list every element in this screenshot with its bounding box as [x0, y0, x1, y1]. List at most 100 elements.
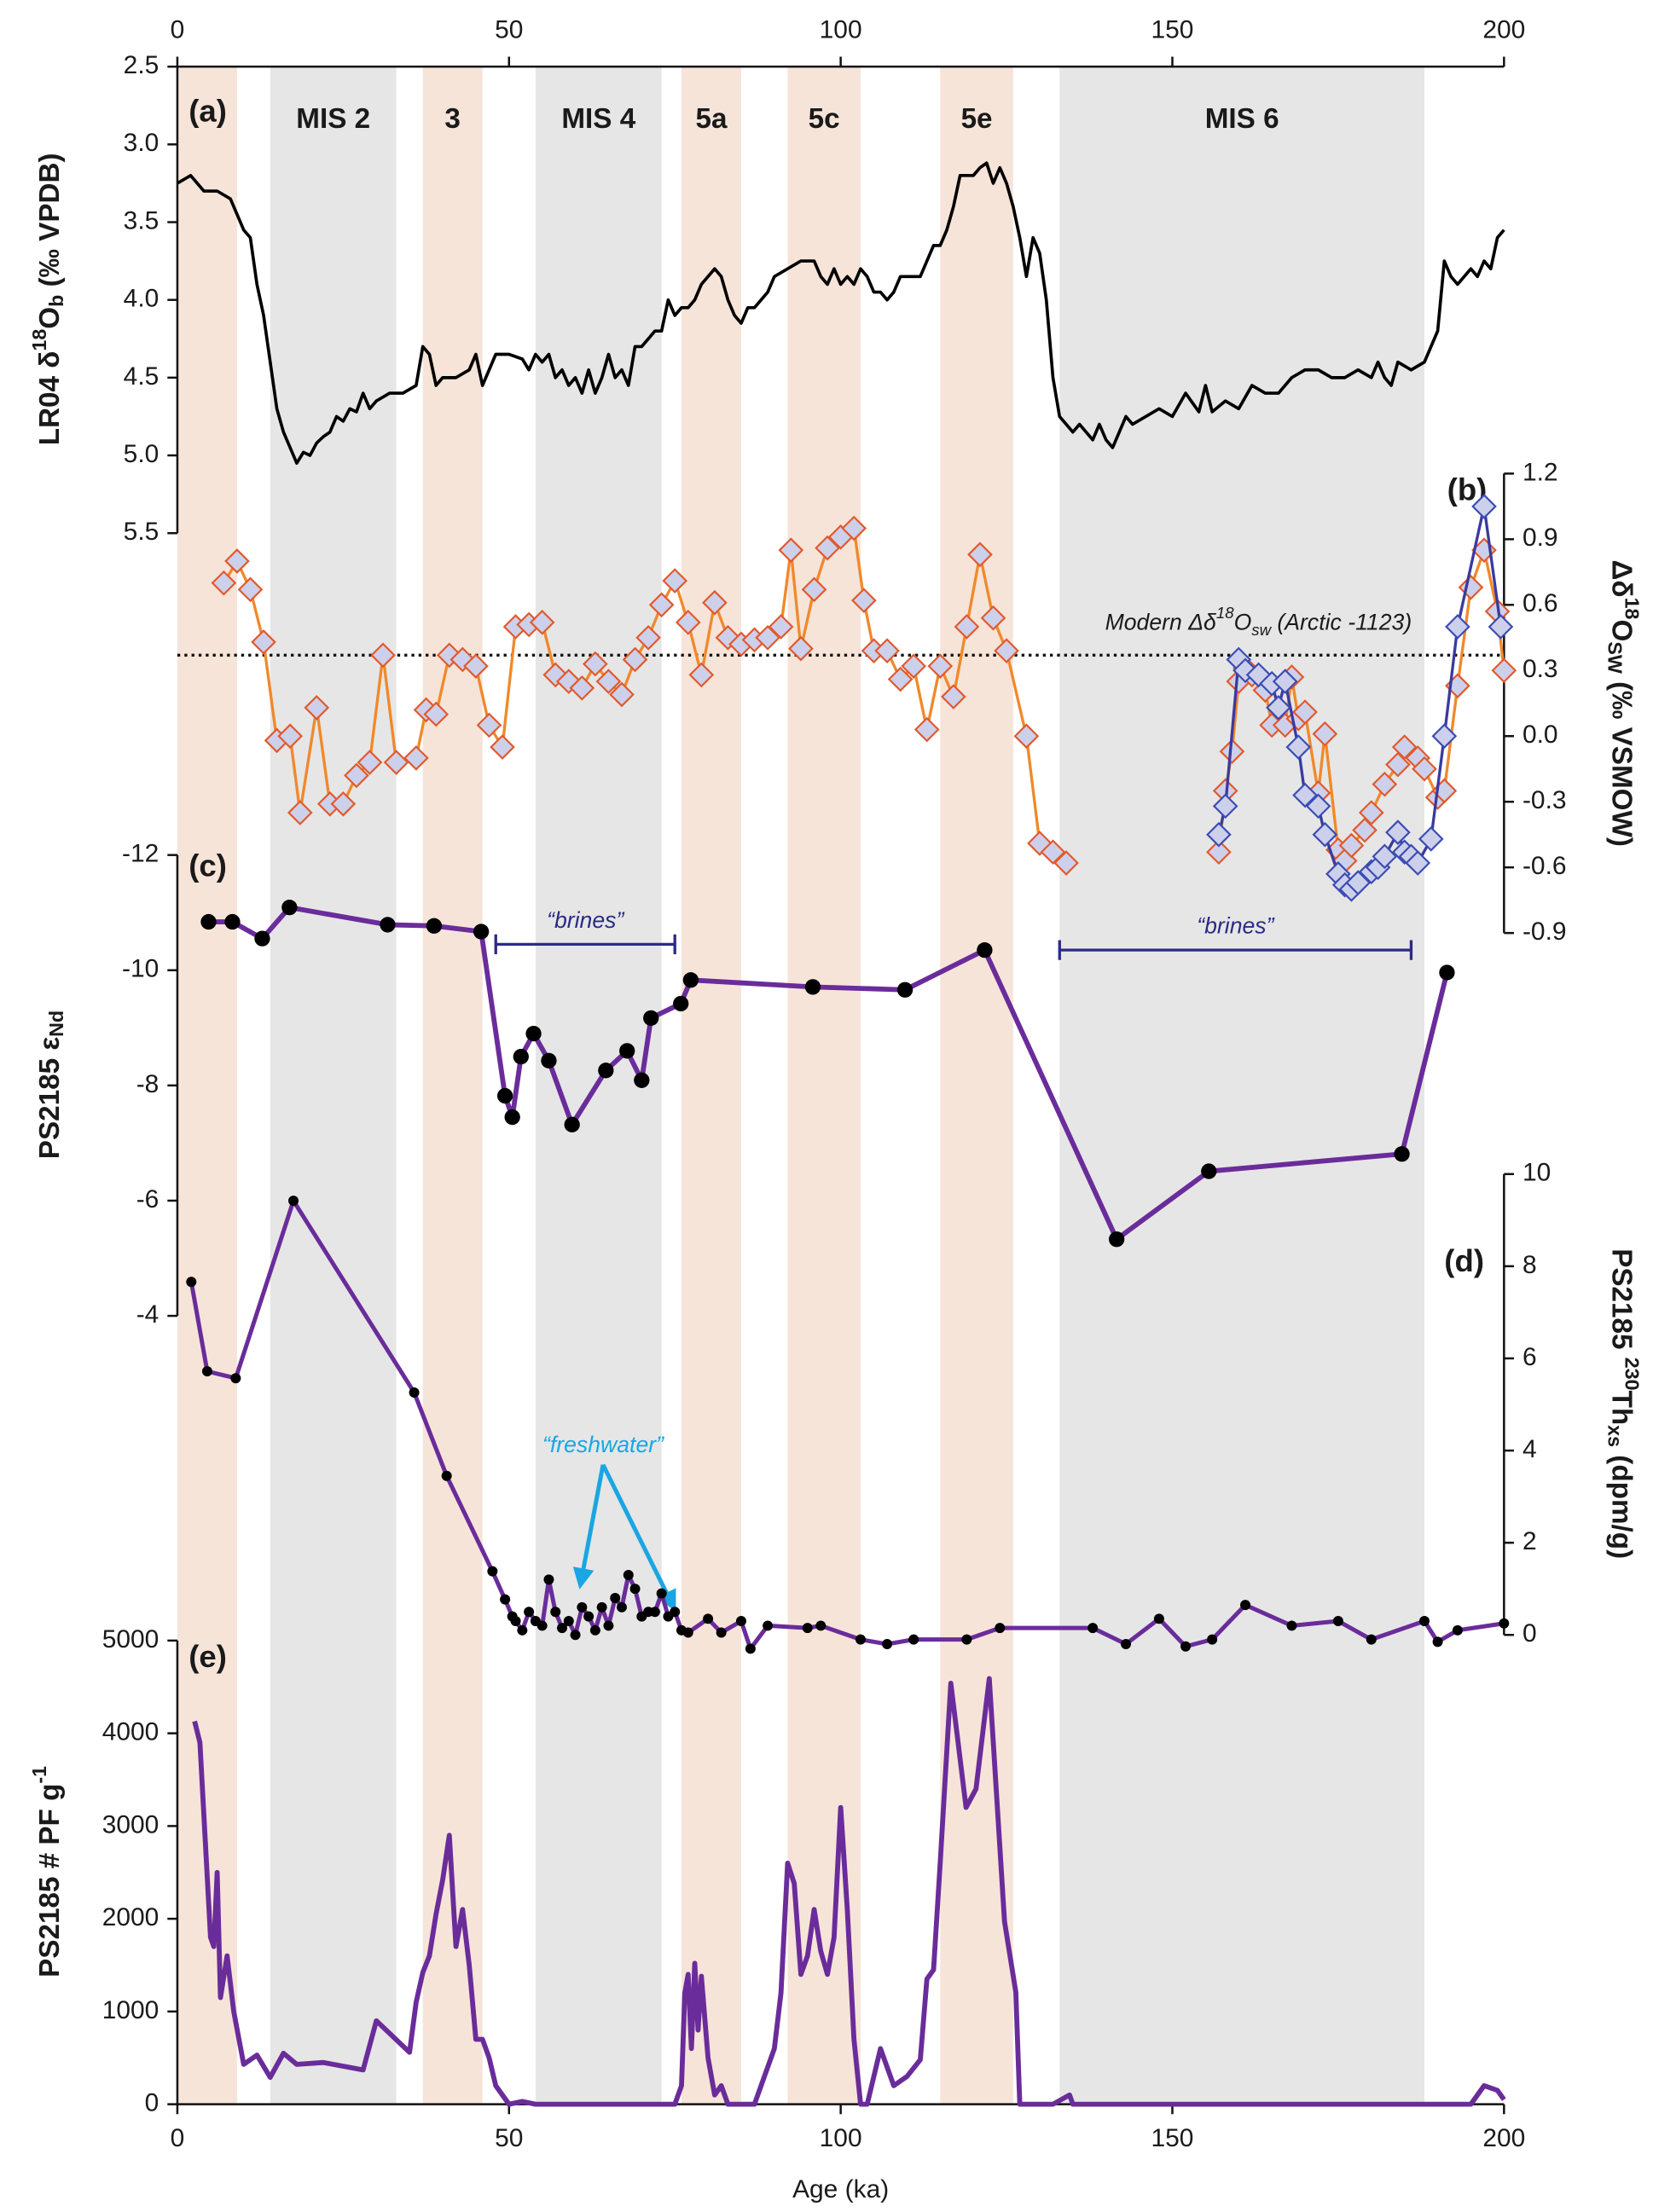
y-tick-label: 2.5 — [124, 51, 160, 79]
y-tick-label: 0 — [1522, 1619, 1537, 1647]
panel-label: (d) — [1444, 1243, 1484, 1278]
y-tick-label: 4.0 — [124, 285, 160, 313]
x-tick-label: 100 — [820, 15, 862, 43]
marker — [570, 1630, 581, 1641]
marker — [1419, 1616, 1430, 1627]
marker — [1458, 574, 1484, 600]
marker — [370, 642, 396, 669]
marker — [768, 614, 794, 640]
band-label: MIS 4 — [561, 103, 635, 135]
marker — [589, 1624, 600, 1636]
marker — [1385, 751, 1411, 778]
label-part: PS2185 # PF g — [34, 1784, 66, 1977]
marker — [1391, 734, 1418, 760]
marker — [1394, 1146, 1410, 1162]
marker — [1439, 964, 1455, 981]
x-tick-label: 0 — [171, 15, 185, 43]
marker — [596, 1601, 607, 1613]
marker — [994, 638, 1019, 664]
marker — [1292, 782, 1318, 808]
y-tick-label: 10 — [1522, 1159, 1551, 1187]
marker — [281, 900, 298, 916]
marker — [1153, 1613, 1164, 1624]
y-tick-label: 0 — [145, 2089, 160, 2117]
marker — [524, 1607, 535, 1618]
label-part: PS2185 — [1606, 1248, 1638, 1358]
marker — [1212, 793, 1238, 819]
y-tick-label: -0.6 — [1522, 852, 1567, 880]
marker — [882, 1639, 893, 1650]
y-tick-label: 1000 — [102, 1996, 160, 2024]
y-tick-label: 3.0 — [124, 129, 160, 157]
marker — [1452, 1624, 1463, 1636]
marker — [1338, 832, 1365, 859]
marker — [662, 568, 688, 594]
marker — [1488, 614, 1514, 640]
marker — [954, 614, 980, 640]
label-part: (‰ VPDB) — [34, 153, 66, 294]
marker — [688, 662, 715, 688]
marker — [1180, 1641, 1192, 1652]
marker — [577, 1601, 588, 1613]
marker — [995, 1623, 1006, 1634]
label-part: (Arctic -1123) — [1271, 610, 1412, 635]
marker — [682, 972, 699, 988]
marker — [1352, 817, 1378, 843]
marker — [557, 1623, 567, 1634]
y-tick-label: 2 — [1522, 1527, 1537, 1555]
marker — [211, 570, 237, 596]
marker — [855, 1634, 866, 1645]
y-tick-label: 8 — [1522, 1251, 1537, 1279]
y-tick-label: 2000 — [102, 1903, 160, 1931]
y-tick-label: 5000 — [102, 1625, 160, 1653]
axis-label: PS2185 230Thxs (dpm/g) — [1604, 1248, 1643, 1559]
marker — [598, 1063, 614, 1079]
annotation: “brines” — [547, 907, 624, 933]
marker — [980, 605, 1006, 631]
mis-band — [787, 67, 861, 2105]
marker — [623, 1569, 634, 1580]
label-part: -1 — [28, 1766, 50, 1784]
mis-band — [270, 67, 397, 2105]
marker — [380, 917, 396, 933]
marker — [927, 653, 954, 679]
marker — [1266, 695, 1291, 721]
marker — [804, 979, 821, 995]
marker — [1405, 850, 1431, 876]
marker — [815, 1620, 826, 1631]
mis-band — [681, 67, 741, 2105]
label-part: (dpm/g) — [1606, 1447, 1638, 1559]
x-tick-label: 50 — [495, 15, 523, 43]
x-tick-label: 150 — [1151, 2124, 1194, 2152]
label-part: 230 — [1621, 1358, 1643, 1391]
marker — [1312, 821, 1338, 848]
label-part: b — [45, 295, 67, 307]
marker — [634, 1072, 650, 1088]
marker — [288, 1196, 299, 1207]
mis-band — [177, 67, 237, 2105]
marker — [230, 1373, 241, 1384]
marker — [543, 1574, 554, 1585]
marker — [441, 1470, 452, 1481]
marker — [1432, 1636, 1443, 1647]
y-tick-label: -4 — [136, 1300, 160, 1329]
label-part: sw — [1251, 621, 1272, 639]
marker — [409, 1387, 420, 1398]
marker — [643, 1010, 659, 1026]
marker — [1088, 1623, 1099, 1634]
panel-label: (a) — [188, 94, 227, 129]
marker — [648, 592, 675, 618]
y-tick-label: 0.0 — [1522, 721, 1558, 749]
marker — [1332, 1616, 1343, 1627]
marker — [473, 924, 490, 940]
marker — [788, 635, 814, 662]
marker — [610, 1593, 621, 1603]
marker — [423, 701, 450, 727]
y-tick-label: 3.5 — [124, 206, 160, 235]
marker — [1385, 819, 1411, 845]
plot: MIS 2 3 MIS 4 5a 5c 5e MIS 6 2.5 3.0 3.5 4.0 4.5 5.0… — [28, 15, 1643, 2203]
label-part: xs — [1604, 1425, 1626, 1447]
marker — [702, 589, 728, 616]
